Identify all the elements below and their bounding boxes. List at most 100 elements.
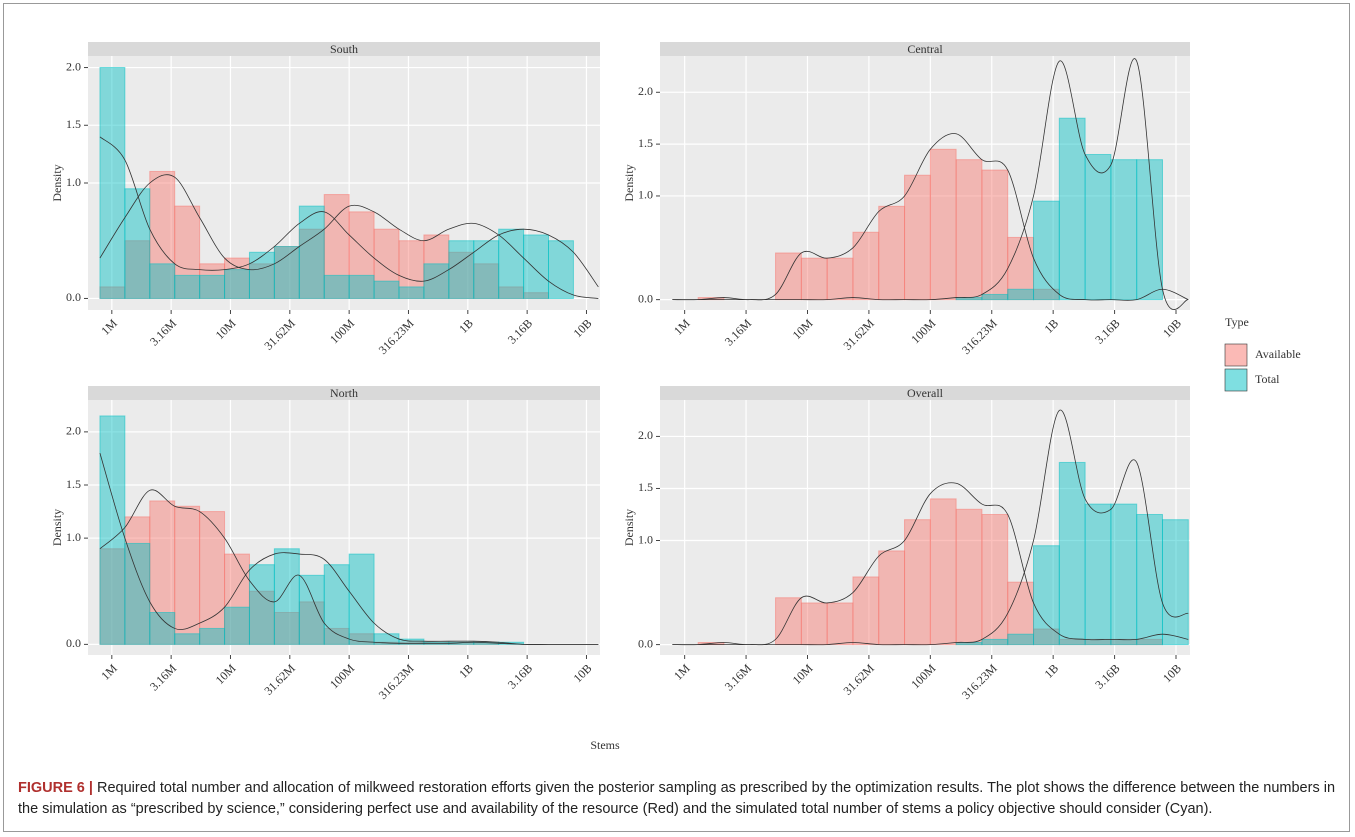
histogram-bar bbox=[826, 257, 854, 301]
histogram-bar bbox=[224, 606, 250, 645]
x-tick-label: 1M bbox=[98, 316, 120, 338]
histogram-bar bbox=[1161, 519, 1189, 646]
histogram-bar bbox=[224, 269, 250, 299]
y-tick-label: 2.0 bbox=[66, 424, 81, 438]
histogram-bar bbox=[174, 505, 201, 645]
caption-label: FIGURE 6 | bbox=[18, 780, 93, 796]
histogram-bar bbox=[1084, 153, 1112, 301]
histogram-bar bbox=[298, 601, 325, 645]
histogram-bar bbox=[1007, 288, 1035, 301]
x-tick-label: 100M bbox=[908, 316, 938, 346]
histogram-bar bbox=[248, 590, 275, 645]
legend-swatch bbox=[1224, 343, 1248, 367]
histogram-bar bbox=[448, 240, 475, 299]
histogram-bar bbox=[878, 550, 906, 646]
histogram-bar bbox=[1084, 503, 1112, 646]
histogram-bar bbox=[852, 576, 880, 646]
density-line bbox=[99, 174, 599, 299]
x-tick-label: 1M bbox=[671, 661, 693, 683]
histogram-bar bbox=[149, 500, 176, 645]
y-tick-label: 0.0 bbox=[66, 290, 81, 304]
histogram-bar bbox=[523, 234, 550, 299]
histogram-bar bbox=[348, 553, 375, 645]
histogram-bar bbox=[955, 642, 983, 646]
histogram-bar bbox=[423, 263, 450, 299]
histogram-bar bbox=[981, 638, 1009, 646]
x-tick-label: 3.16M bbox=[147, 316, 180, 349]
histogram-bar bbox=[826, 602, 854, 646]
y-tick-label: 1.0 bbox=[638, 532, 653, 546]
histogram-bar bbox=[1110, 159, 1138, 301]
histogram-bar bbox=[298, 574, 325, 645]
histogram-bar bbox=[981, 293, 1009, 301]
x-tick-label: 31.62M bbox=[840, 661, 877, 698]
x-tick-label: 10M bbox=[213, 316, 239, 342]
histogram-bar bbox=[199, 511, 226, 645]
histogram-bar bbox=[248, 564, 275, 645]
x-tick-label: 31.62M bbox=[840, 316, 877, 353]
x-tick-label: 3.16M bbox=[722, 661, 755, 694]
y-tick-label: 2.0 bbox=[66, 59, 81, 73]
y-tick-label: 1.0 bbox=[66, 175, 81, 189]
histogram-bar bbox=[298, 205, 325, 299]
y-axis-label: Density bbox=[622, 509, 636, 546]
panel-background bbox=[660, 400, 1190, 655]
y-tick-label: 0.0 bbox=[638, 291, 653, 305]
y-tick-label: 0.0 bbox=[66, 636, 81, 650]
histogram-bar bbox=[99, 548, 126, 645]
y-axis-label: Density bbox=[50, 509, 64, 546]
legend-swatch bbox=[1224, 368, 1248, 392]
y-tick-label: 0.0 bbox=[638, 636, 653, 650]
y-tick-label: 1.5 bbox=[66, 117, 81, 131]
histogram-bar bbox=[1033, 200, 1060, 301]
strip bbox=[88, 42, 600, 56]
histogram-bar bbox=[800, 257, 828, 301]
histogram-bar bbox=[1058, 461, 1086, 646]
histogram-bar bbox=[955, 159, 983, 301]
histogram-bar bbox=[348, 274, 375, 299]
histogram-bar bbox=[548, 240, 574, 299]
x-tick-label: 10B bbox=[1160, 316, 1184, 340]
x-tick-label: 1M bbox=[98, 661, 120, 683]
x-tick-label: 1B bbox=[456, 661, 476, 681]
y-tick-label: 1.5 bbox=[638, 136, 653, 150]
histogram-bar bbox=[273, 548, 300, 645]
histogram-bar bbox=[473, 240, 500, 299]
histogram-bar bbox=[99, 67, 126, 299]
panel-title: Central bbox=[907, 42, 943, 56]
histogram-bar bbox=[981, 169, 1009, 301]
y-axis-label: Density bbox=[50, 164, 64, 201]
histogram-bar bbox=[373, 228, 400, 299]
chart: South 0.0 1.0 1.5 2.0 1M 3.16M 10M 31.62M 100M 316… bbox=[50, 42, 1301, 752]
histogram-bar bbox=[1136, 513, 1163, 646]
histogram-bar bbox=[904, 174, 931, 301]
histogram-bar bbox=[955, 508, 983, 646]
histogram-bar bbox=[398, 286, 425, 299]
x-tick-label: 1B bbox=[1041, 661, 1061, 681]
histogram-bar bbox=[323, 274, 350, 299]
density-line bbox=[672, 409, 1189, 646]
x-tick-label: 3.16B bbox=[505, 661, 535, 691]
y-tick-label: 1.5 bbox=[66, 477, 81, 491]
histogram-bar bbox=[174, 274, 201, 299]
x-tick-label: 316.23M bbox=[376, 316, 417, 357]
histogram-bar bbox=[199, 627, 226, 645]
panel-title: Overall bbox=[907, 386, 944, 400]
histogram-bar bbox=[124, 188, 151, 299]
x-tick-label: 100M bbox=[908, 661, 938, 691]
histogram-bar bbox=[955, 297, 983, 301]
histogram-bar bbox=[800, 602, 828, 646]
caption-text: Required total number and allocation of … bbox=[18, 780, 1336, 817]
histogram-bar bbox=[224, 257, 250, 299]
x-tick-label: 316.23M bbox=[959, 661, 1000, 702]
panel-title: South bbox=[330, 42, 358, 56]
x-tick-label: 10B bbox=[570, 661, 594, 685]
x-tick-label: 1B bbox=[456, 316, 476, 336]
histogram-bar bbox=[981, 513, 1009, 646]
histogram-bar bbox=[398, 638, 425, 645]
histogram-bar bbox=[775, 252, 802, 301]
strip bbox=[660, 386, 1190, 400]
histogram-bar bbox=[473, 263, 500, 299]
histogram-bar bbox=[149, 612, 176, 645]
figure-frame bbox=[3, 3, 1350, 832]
